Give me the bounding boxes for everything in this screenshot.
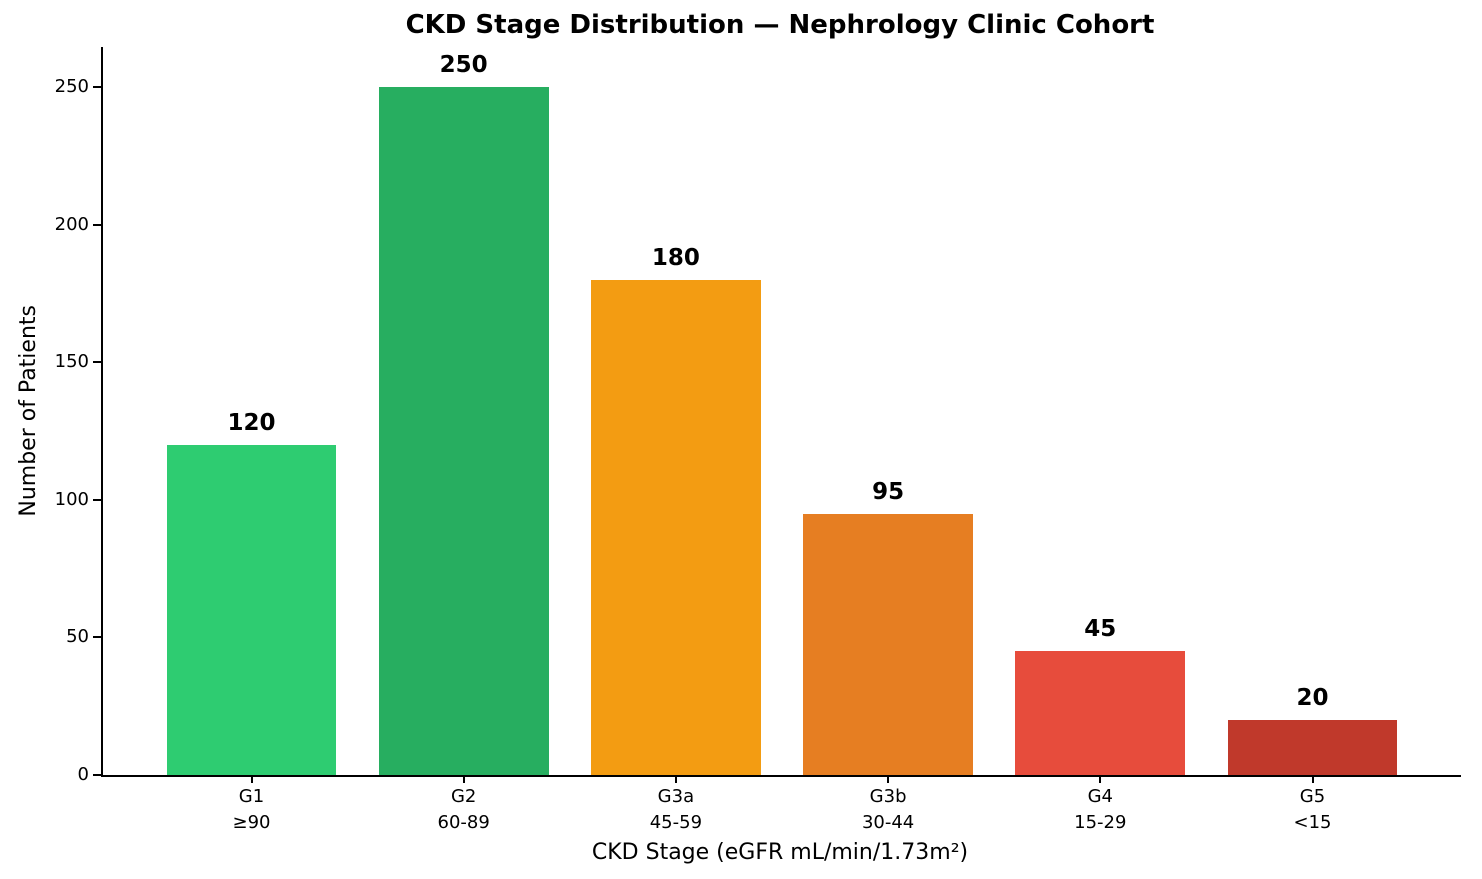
x-axis-tick	[250, 775, 253, 783]
x-tick-label: G3b 30-44	[798, 784, 978, 836]
x-axis-tick	[674, 775, 677, 783]
bar-value-label: 250	[439, 51, 488, 78]
y-axis-label-zone: Number of Patients	[10, 47, 46, 775]
x-axis-tick	[1311, 775, 1314, 783]
egfr-range-label: <15	[1293, 812, 1332, 833]
egfr-range-label: 45-59	[649, 812, 703, 833]
x-axis-label: CKD Stage (eGFR mL/min/1.73m²)	[591, 840, 969, 865]
egfr-range-label: 30-44	[861, 812, 915, 833]
category-label: G1	[238, 786, 265, 807]
egfr-range-label: 15-29	[1074, 812, 1127, 833]
bar-G1	[166, 444, 337, 775]
y-tick-label: 250	[54, 75, 89, 97]
x-tick-label: G3a 45-59	[586, 784, 766, 836]
y-axis-tick	[93, 85, 101, 88]
y-axis-tick	[93, 774, 101, 776]
bar-G4	[1015, 651, 1186, 775]
y-tick-label: 150	[54, 351, 89, 373]
x-axis-tick	[462, 775, 465, 783]
y-axis-tick	[93, 223, 101, 226]
bar-value-label: 120	[227, 409, 276, 436]
bar-value-label: 45	[1084, 616, 1117, 643]
bar-G3b	[803, 513, 973, 775]
bar-value-label: 180	[651, 244, 700, 271]
y-axis-tick	[93, 361, 101, 364]
x-tick-label: G5 <15	[1223, 784, 1403, 836]
y-axis-tick	[93, 498, 101, 501]
bar-value-label: 20	[1296, 685, 1329, 711]
bar-G3a	[591, 279, 761, 775]
bar-G2	[378, 86, 549, 775]
egfr-range-label: ≥90	[232, 812, 271, 833]
y-tick-label: 100	[54, 488, 89, 510]
category-label: G4	[1087, 786, 1113, 807]
category-label: G3a	[657, 786, 695, 807]
x-axis-tick	[1099, 775, 1102, 783]
y-tick-label: 200	[54, 213, 89, 235]
plot-area: 0 50 100 150 200 250 120 G1 ≥90 250 G2 60-89 180 G3a 4…	[55, 47, 1461, 833]
category-label: G3b	[869, 786, 907, 807]
bar-G5	[1227, 720, 1398, 775]
x-tick-label: G4 15-29	[1010, 784, 1190, 836]
category-label: G2	[450, 786, 477, 807]
y-axis-tick	[93, 636, 101, 639]
y-tick-label: 0	[77, 764, 89, 785]
bar-value-label: 95	[872, 478, 905, 505]
x-tick-label: G2 60-89	[374, 784, 554, 836]
y-axis-label: Number of Patients	[15, 305, 41, 517]
egfr-range-label: 60-89	[437, 812, 490, 833]
category-label: G5	[1299, 786, 1326, 807]
x-axis-tick	[887, 775, 890, 783]
x-tick-label: G1 ≥90	[162, 784, 342, 836]
y-tick-label: 50	[66, 626, 89, 648]
chart-title: CKD Stage Distribution — Nephrology Clin…	[405, 10, 1155, 40]
